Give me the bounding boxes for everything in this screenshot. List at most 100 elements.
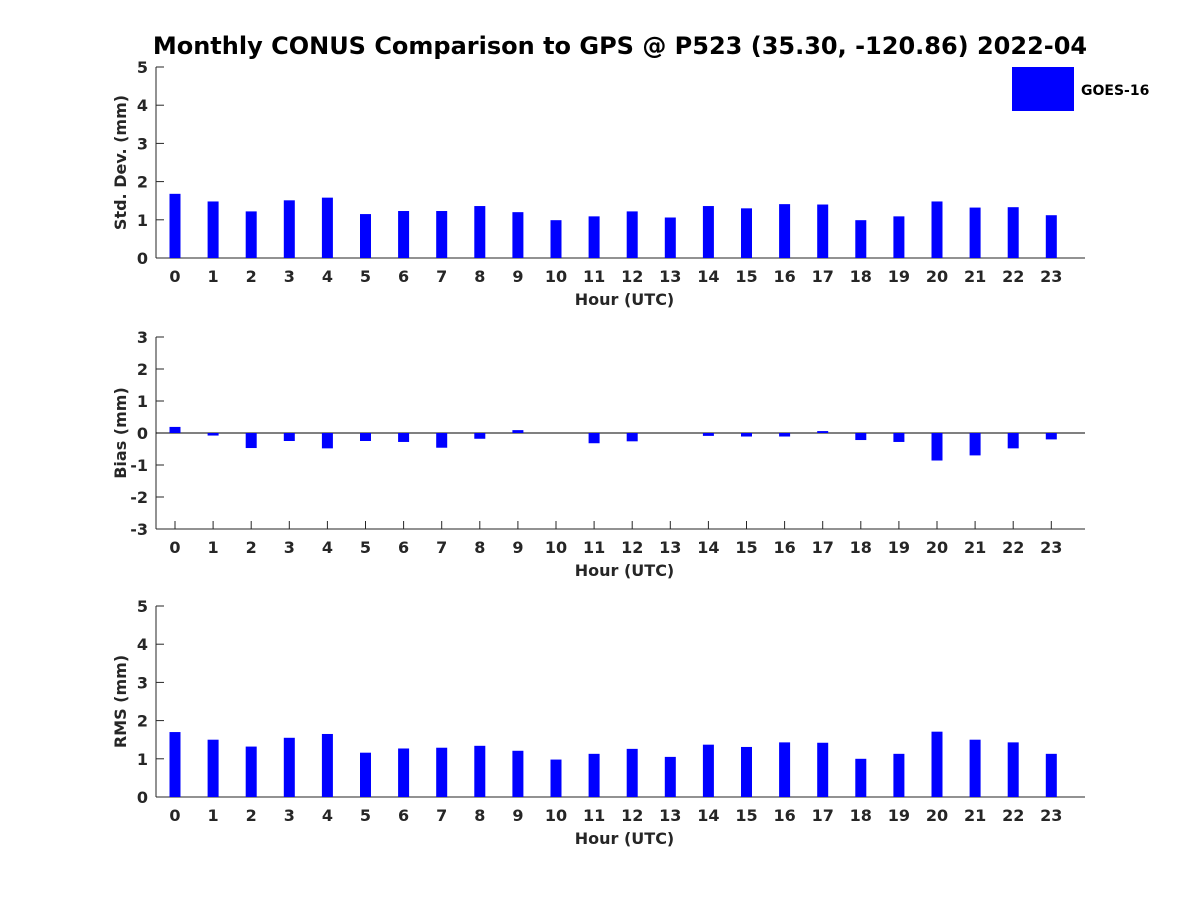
x-tick-label: 16: [773, 538, 795, 557]
x-tick-label: 22: [1002, 806, 1024, 825]
x-tick-label: 15: [735, 806, 757, 825]
bar-hour-1: [207, 201, 219, 258]
x-tick-label: 13: [659, 806, 681, 825]
x-tick-label: 13: [659, 267, 681, 286]
x-tick-label: 14: [697, 267, 719, 286]
bar-hour-9: [512, 212, 524, 258]
x-tick-label: 11: [583, 538, 605, 557]
x-tick-label: 12: [621, 538, 643, 557]
x-tick-label: 18: [850, 806, 872, 825]
bar-hour-18: [855, 433, 867, 441]
y-tick-label: 1: [137, 392, 148, 411]
bar-hour-8: [474, 433, 486, 439]
bar-hour-16: [779, 204, 791, 258]
bar-hour-5: [360, 433, 371, 441]
bar-hour-14: [702, 206, 714, 258]
x-tick-label: 18: [850, 267, 872, 286]
x-tick-label: 2: [246, 806, 257, 825]
y-tick-label: 3: [137, 134, 148, 153]
y-tick-label: 0: [137, 788, 148, 807]
x-tick-label: 21: [964, 538, 986, 557]
x-tick-label: 11: [583, 267, 605, 286]
x-tick-label: 20: [926, 538, 948, 557]
bar-hour-22: [1007, 207, 1019, 258]
x-tick-label: 3: [284, 267, 295, 286]
bar-hour-2: [245, 746, 257, 797]
bar-hour-16: [779, 433, 791, 437]
bar-hour-20: [931, 433, 943, 461]
x-tick-label: 10: [545, 538, 567, 557]
x-tick-label: 2: [246, 538, 257, 557]
legend: GOES-16: [1012, 67, 1149, 111]
x-tick-label: 2: [246, 267, 257, 286]
x-tick-label: 15: [735, 267, 757, 286]
x-tick-label: 5: [360, 806, 371, 825]
y-tick-label: 0: [137, 249, 148, 268]
y-tick-label: 2: [137, 173, 148, 192]
x-tick-label: 17: [812, 538, 834, 557]
bar-hour-1: [207, 433, 219, 436]
bar-hour-20: [931, 201, 943, 258]
y-tick-label: 4: [137, 635, 148, 654]
x-tick-label: 22: [1002, 267, 1024, 286]
bar-hour-8: [474, 206, 486, 258]
bar-hour-20: [931, 731, 943, 797]
bar-hour-14: [702, 433, 714, 436]
y-tick-label: 5: [137, 58, 148, 77]
bar-hour-21: [969, 739, 981, 797]
y-tick-label: 4: [137, 96, 148, 115]
y-tick-label: 1: [137, 750, 148, 769]
x-tick-label: 19: [888, 267, 910, 286]
bar-hour-16: [779, 742, 791, 797]
x-tick-label: 4: [322, 267, 333, 286]
bar-hour-2: [245, 211, 257, 258]
x-tick-label: 9: [512, 538, 523, 557]
x-tick-label: 21: [964, 267, 986, 286]
y-axis-label: Std. Dev. (mm): [111, 95, 130, 230]
x-tick-label: 5: [360, 538, 371, 557]
x-tick-label: 21: [964, 806, 986, 825]
x-tick-label: 6: [398, 538, 409, 557]
x-tick-label: 7: [436, 538, 447, 557]
bar-hour-19: [893, 216, 905, 258]
x-tick-label: 11: [583, 806, 605, 825]
y-axis-label: Bias (mm): [111, 387, 130, 479]
y-tick-label: 3: [137, 328, 148, 347]
bar-hour-4: [321, 197, 333, 258]
x-tick-label: 0: [169, 538, 180, 557]
y-tick-label: 0: [137, 424, 148, 443]
x-tick-label: 16: [773, 806, 795, 825]
bar-hour-22: [1007, 433, 1019, 449]
bar-hour-17: [817, 431, 829, 433]
x-tick-label: 22: [1002, 538, 1024, 557]
x-tick-label: 14: [697, 538, 719, 557]
x-tick-label: 8: [474, 538, 485, 557]
y-tick-label: -2: [130, 488, 148, 507]
bar-hour-1: [207, 739, 219, 797]
x-tick-label: 23: [1040, 806, 1062, 825]
x-tick-label: 9: [512, 806, 523, 825]
x-axis-label: Hour (UTC): [575, 290, 675, 309]
x-tick-label: 19: [888, 538, 910, 557]
x-tick-label: 9: [512, 267, 523, 286]
x-tick-label: 3: [284, 538, 295, 557]
x-tick-label: 20: [926, 267, 948, 286]
bar-hour-4: [321, 733, 333, 797]
x-tick-label: 23: [1040, 538, 1062, 557]
bar-hour-11: [588, 216, 600, 258]
x-tick-label: 1: [208, 538, 219, 557]
bar-hour-5: [360, 752, 371, 797]
x-tick-label: 10: [545, 267, 567, 286]
y-axis-label: RMS (mm): [111, 655, 130, 748]
bar-hour-12: [626, 748, 638, 797]
bar-hour-4: [321, 433, 333, 449]
bar-hour-2: [245, 433, 257, 449]
bar-hour-23: [1045, 433, 1057, 440]
y-tick-label: 3: [137, 673, 148, 692]
x-tick-label: 23: [1040, 267, 1062, 286]
